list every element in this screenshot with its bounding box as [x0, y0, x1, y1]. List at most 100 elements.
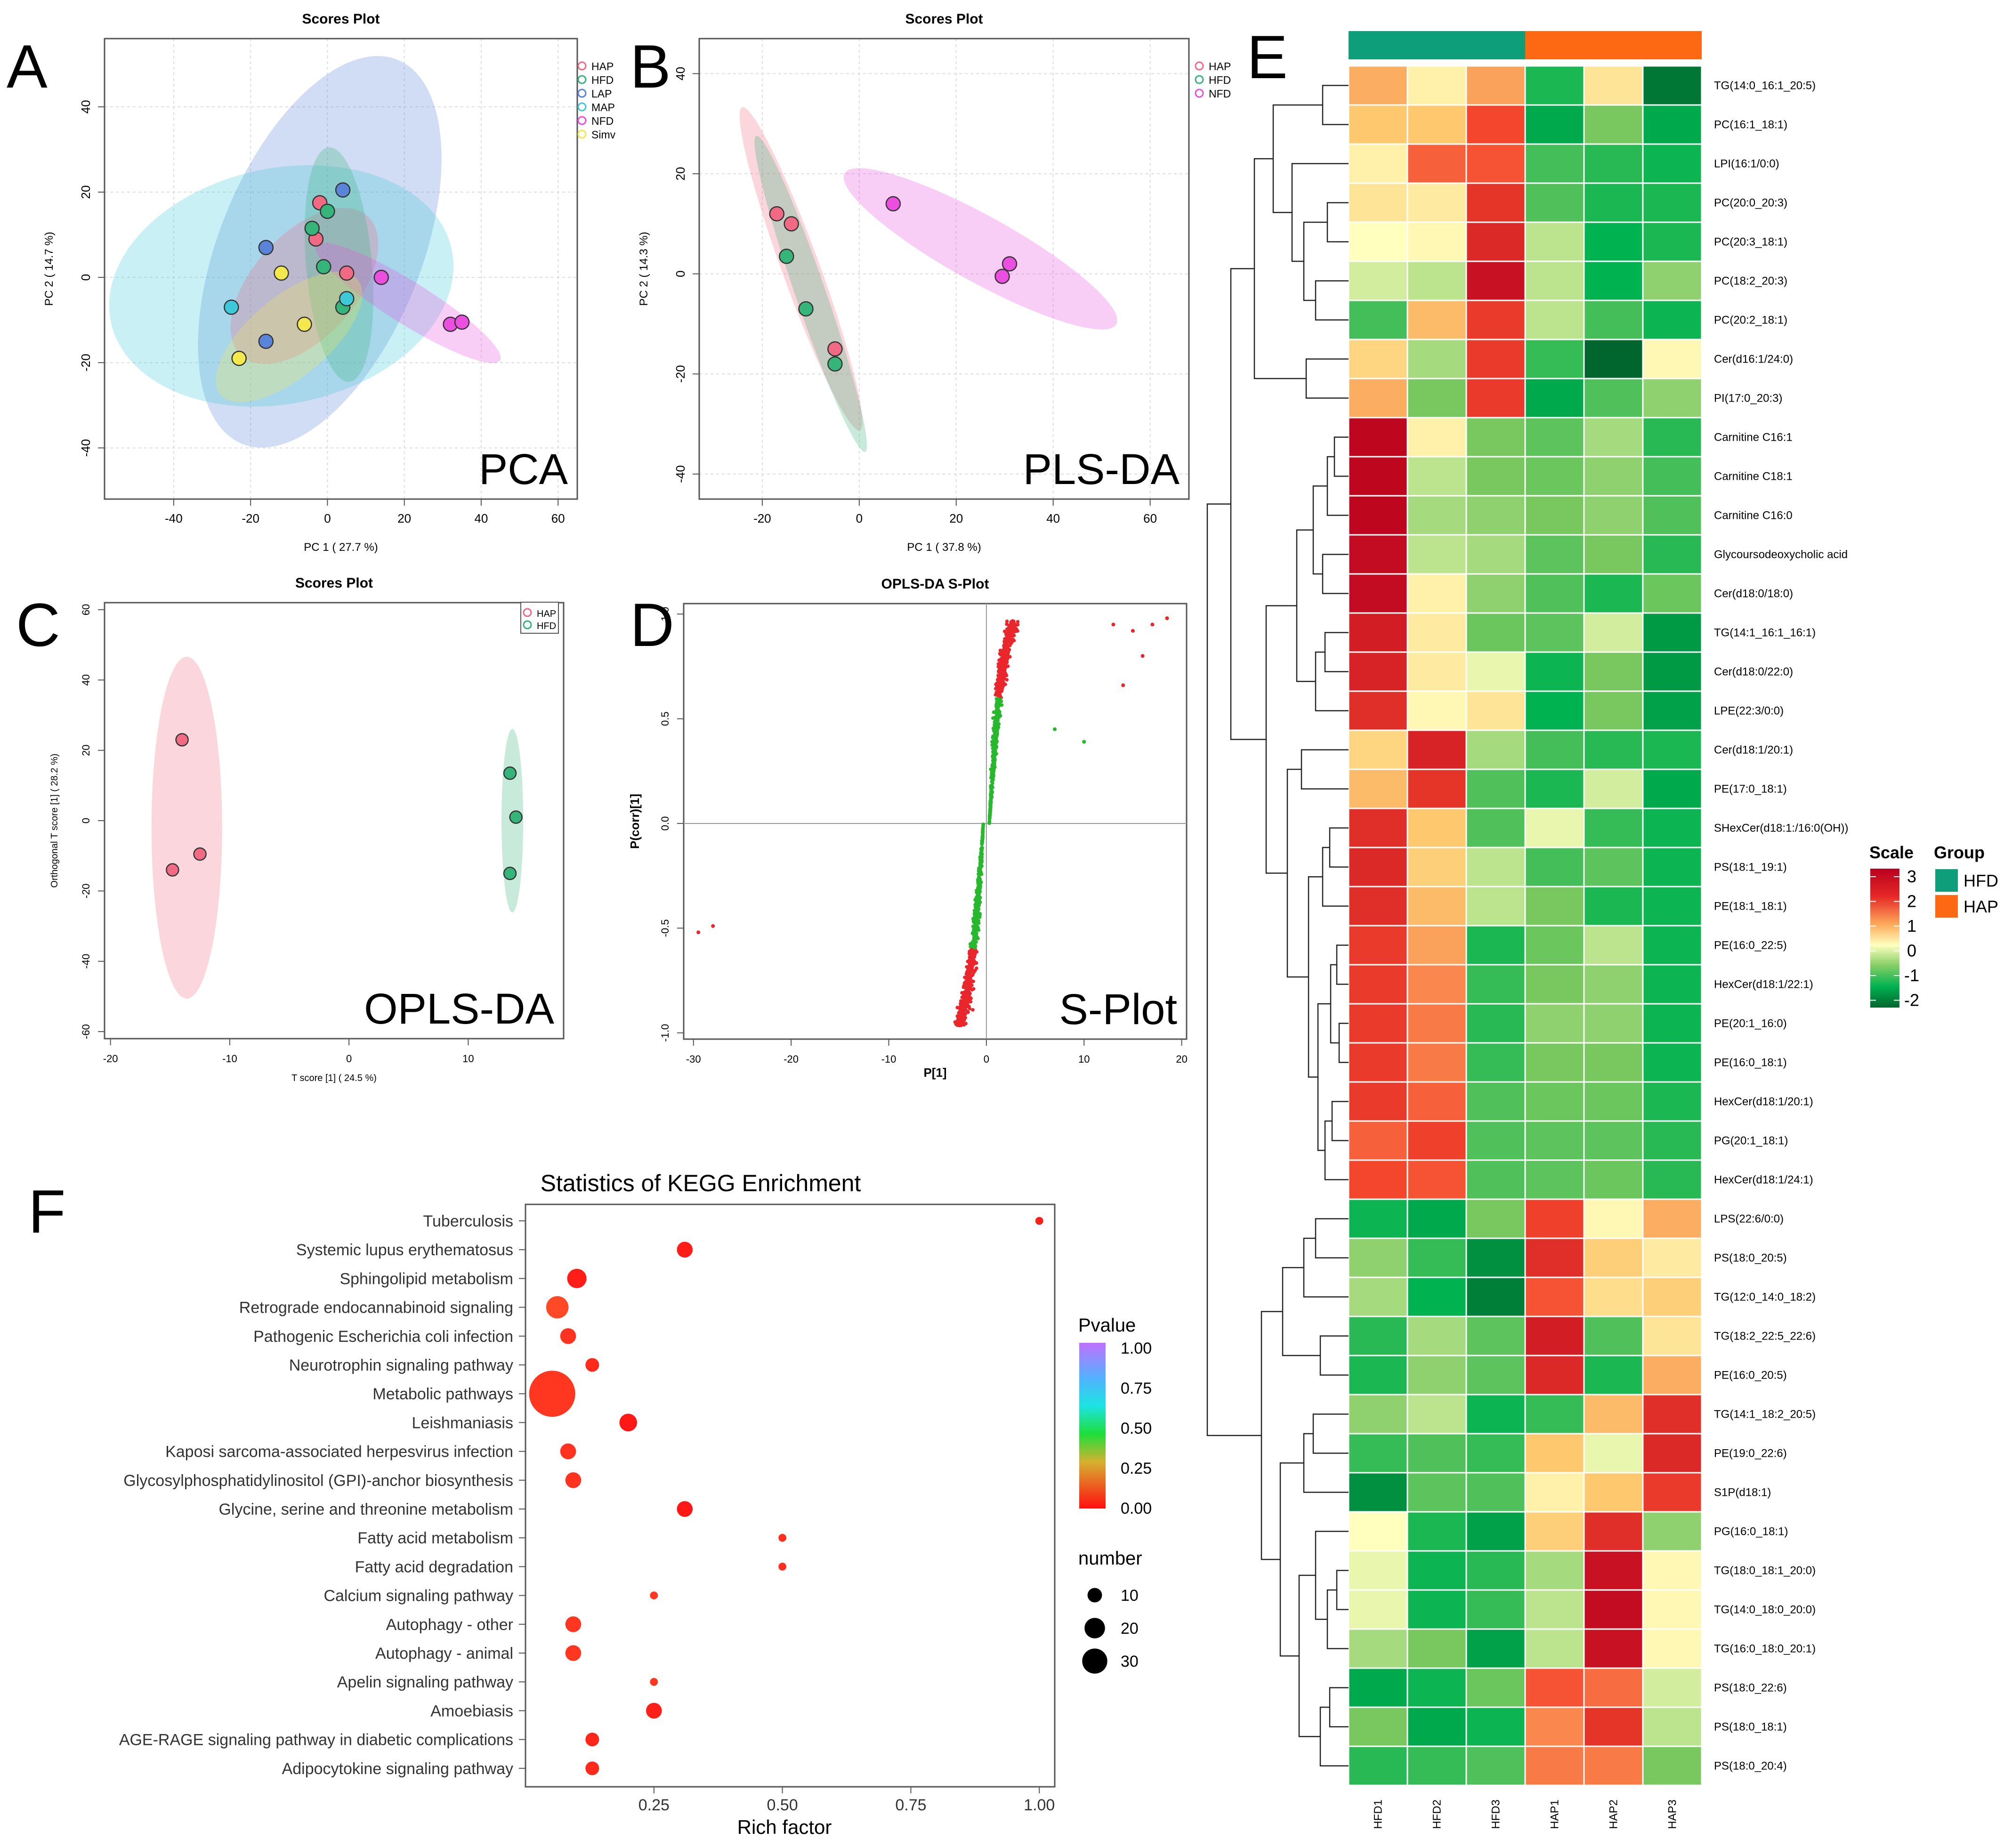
pvalue-tick-label: 0.50	[1121, 1420, 1152, 1437]
heatmap-cell	[1583, 260, 1644, 301]
pathway-label: Fatty acid metabolism	[357, 1529, 513, 1547]
heatmap-cell	[1642, 1042, 1703, 1083]
point-nfd	[373, 269, 389, 285]
heatmap-cell	[1465, 1042, 1526, 1083]
heatmap-cell	[1465, 1628, 1526, 1669]
s-plot-point	[978, 860, 983, 864]
s-plot-point	[1010, 641, 1014, 645]
s-plot-point	[990, 779, 994, 783]
point-nfd	[994, 268, 1010, 284]
s-plot-point	[973, 923, 978, 927]
heatmap-cell	[1524, 1355, 1585, 1396]
s-plot-point	[994, 731, 998, 734]
y-tick-label: -20	[79, 354, 93, 371]
s-plot-point	[981, 823, 986, 826]
point-hfd	[798, 301, 814, 317]
column-label: HFD1	[1372, 1800, 1385, 1829]
s-plot-point	[1005, 644, 1009, 648]
legend-label: HAP	[1209, 60, 1231, 73]
heatmap-cell	[1642, 417, 1703, 458]
heatmap-cell	[1348, 1745, 1408, 1786]
s-plot-point	[968, 1007, 971, 1010]
heatmap-cell	[1642, 1667, 1703, 1708]
heatmap-cell	[1642, 1003, 1703, 1044]
row-label: S1P(d18:1)	[1714, 1486, 1771, 1499]
s-plot-point	[979, 847, 984, 851]
heatmap-cell	[1583, 1472, 1644, 1513]
heatmap-cell	[1583, 1237, 1644, 1278]
s-plot-point	[1082, 740, 1086, 744]
heatmap-cell	[1524, 1550, 1585, 1591]
heatmap-cell	[1642, 456, 1703, 497]
row-label: HexCer(d18:1/22:1)	[1714, 978, 1813, 991]
chart-title: Scores Plot	[302, 11, 380, 27]
dendrogram-branch	[1322, 847, 1349, 907]
dendrogram-branch	[1206, 503, 1261, 1436]
legend-label: NFD	[1209, 88, 1231, 100]
heatmap-cell	[1406, 1472, 1467, 1513]
s-plot-point	[966, 988, 970, 992]
s-plot-point	[973, 932, 977, 936]
enrichment-point	[778, 1563, 787, 1571]
y-axis-label: P(corr)[1]	[628, 794, 642, 849]
legend-label: HAP	[591, 60, 614, 73]
heatmap-cell	[1524, 1159, 1585, 1200]
panel-method-label: PCA	[479, 445, 568, 493]
heatmap-cell	[1524, 1120, 1585, 1161]
enrichment-point	[585, 1761, 599, 1775]
point-simv	[297, 316, 312, 332]
heatmap-cell	[1583, 1433, 1644, 1474]
panel-letter: C	[16, 590, 60, 659]
heatmap-cell	[1465, 143, 1526, 184]
s-plot-point	[989, 794, 994, 799]
s-plot-point	[1002, 661, 1005, 665]
heatmap-cell	[1406, 1159, 1467, 1200]
heatmap-cell	[1583, 534, 1644, 575]
heatmap-cell	[1406, 1589, 1467, 1630]
s-plot-point	[1003, 667, 1007, 671]
s-plot-point	[696, 930, 701, 935]
point-hfd	[503, 866, 517, 880]
heatmap-cell	[1524, 378, 1585, 419]
heatmap-cell	[1642, 1433, 1703, 1474]
heatmap-cell	[1583, 339, 1644, 379]
enrichment-point	[650, 1678, 658, 1686]
heatmap-cell	[1642, 1706, 1703, 1747]
heatmap-cell	[1406, 339, 1467, 379]
heatmap-cell	[1406, 651, 1467, 692]
heatmap-cell	[1465, 1394, 1526, 1435]
s-plot-point	[981, 829, 985, 833]
size-legend-marker	[1084, 1618, 1105, 1638]
enrichment-point	[778, 1533, 787, 1542]
heatmap-cell	[1348, 1394, 1408, 1435]
row-label: TG(16:0_18:0_20:1)	[1714, 1643, 1816, 1655]
heatmap-cell	[1348, 1042, 1408, 1083]
y-axis-label: Orthogonal T score [1] ( 28.2 %)	[49, 754, 60, 888]
heatmap-cell	[1348, 1003, 1408, 1044]
panel-A: Scores Plot -40 -20 0 20 40 60 -40 -20 0 20 40 PC 1 …	[43, 11, 616, 554]
x-tick-label: -10	[881, 1053, 897, 1065]
heatmap-cell	[1583, 847, 1644, 888]
pathway-label: Amoebiasis	[430, 1702, 513, 1720]
heatmap-cell	[1642, 690, 1703, 731]
dendrogram-branch	[1326, 456, 1349, 516]
s-plot-point	[975, 900, 979, 904]
s-plot-point	[962, 1021, 966, 1025]
y-tick-label: -20	[80, 883, 92, 898]
y-tick-label: -40	[80, 954, 92, 969]
dendrogram-branch	[1336, 944, 1349, 985]
heatmap-cell	[1406, 104, 1467, 145]
s-plot-point	[995, 725, 999, 729]
row-label: HexCer(d18:1/24:1)	[1714, 1174, 1813, 1186]
chart-title: OPLS-DA S-Plot	[881, 576, 989, 592]
s-plot-point	[992, 766, 996, 770]
column-label: HFD2	[1431, 1800, 1444, 1829]
heatmap-cell	[1583, 690, 1644, 731]
dendrogram-branch	[1324, 632, 1349, 672]
enrichment-point	[619, 1413, 638, 1432]
x-tick-label: 40	[474, 511, 488, 525]
x-axis-label: Rich factor	[737, 1816, 832, 1838]
heatmap-cell	[1406, 495, 1467, 536]
dendrogram-branch	[1286, 768, 1309, 978]
pathway-label: Retrograde endocannabinoid signaling	[239, 1299, 513, 1317]
